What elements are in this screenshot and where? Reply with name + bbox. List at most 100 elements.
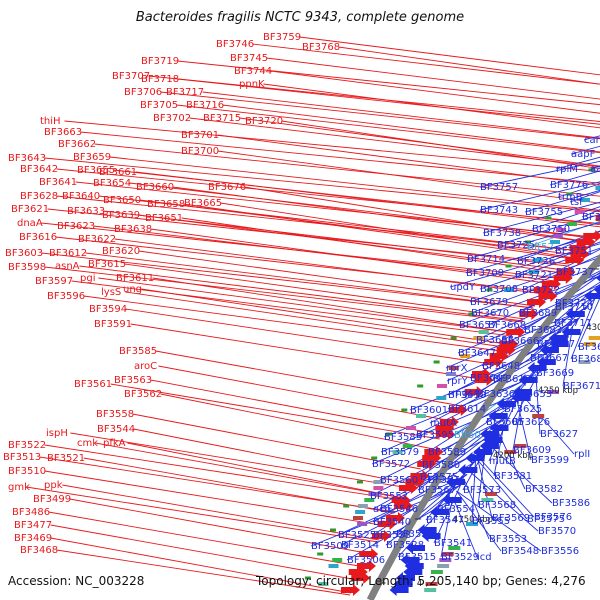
leader-line <box>177 60 600 106</box>
gene-label: BF3568 <box>478 500 516 511</box>
gene-label: BF3648 <box>482 361 520 372</box>
leader-line <box>158 365 452 422</box>
gene-label: BF3510 <box>8 466 46 477</box>
gene-label: BF3626 <box>512 417 550 428</box>
forward-gene-arrow <box>398 482 418 494</box>
gc-marker <box>330 528 336 532</box>
gene-label: BF3769 <box>582 212 600 223</box>
leader-line <box>48 511 365 568</box>
gene-label: BF3709 <box>466 268 504 279</box>
gene-label: mutA <box>430 418 457 429</box>
gene-label: BF3724 <box>555 298 593 309</box>
leader-line <box>138 250 536 307</box>
leader-line <box>62 484 380 541</box>
gene-label: cmk <box>77 438 98 449</box>
gene-label: BF3625 <box>504 404 542 415</box>
gene-label: BF3639 <box>102 210 140 221</box>
gene-feature-tracks <box>304 168 600 596</box>
leader-line <box>476 457 493 519</box>
gene-label: BF3745 <box>230 53 268 64</box>
cog-band <box>425 582 438 586</box>
gene-label: BF3576 <box>534 512 572 523</box>
gene-label: BF3612 <box>49 248 87 259</box>
leader-line <box>466 221 600 260</box>
leader-line <box>468 470 539 532</box>
leader-line <box>155 350 462 407</box>
cog-band <box>402 444 413 448</box>
gene-label: BF3618 <box>493 374 531 385</box>
gene-label: BF3670 <box>471 308 509 319</box>
leader-line <box>44 444 403 501</box>
leader-line <box>281 120 600 170</box>
leader-line <box>141 288 506 345</box>
leader-line <box>465 233 600 274</box>
leader-line <box>263 83 600 129</box>
leader-line <box>44 157 600 213</box>
gene-label: BF3700 <box>181 146 219 157</box>
cog-band <box>318 582 329 586</box>
gene-label: BF3679 <box>470 297 508 308</box>
cog-band <box>357 522 368 526</box>
reverse-gene-arrow <box>421 530 441 542</box>
gene-label: BF3721 <box>515 270 553 281</box>
gene-label: BF3707 <box>112 71 150 82</box>
leader-line <box>252 43 600 85</box>
gene-label: BF3572 <box>372 459 410 470</box>
gc-marker <box>525 240 532 244</box>
gene-label: mgsA <box>452 388 480 399</box>
gene-label: BF3776 <box>550 180 588 191</box>
leader-line <box>310 485 460 547</box>
gene-label: BF3616 <box>19 232 57 243</box>
leader-line <box>93 225 556 282</box>
gene-label: BF3555 <box>472 516 510 527</box>
gc-marker <box>401 408 408 412</box>
gene-label: BF3722 <box>522 285 560 296</box>
cog-band <box>583 342 596 346</box>
gc-marker <box>433 360 440 364</box>
gene-label: BF3596 <box>47 291 85 302</box>
gene-label: BF3563 <box>114 375 152 386</box>
gene-label: BF3506 <box>347 555 385 566</box>
scale-tick-label: 4300 kbp <box>586 323 600 333</box>
gc-marker <box>343 504 350 508</box>
gene-label: BF3650 <box>103 195 141 206</box>
gene-label: aapH <box>590 164 600 175</box>
gene-label: ppk <box>44 480 63 491</box>
gene-label: BF3585 <box>119 346 157 357</box>
forward-gene-arrow <box>553 272 573 284</box>
gene-label: BF3702 <box>153 113 191 124</box>
leader-line <box>44 266 523 323</box>
gene-label: BF3682 <box>524 325 562 336</box>
gene-label: BF3628 <box>20 191 58 202</box>
forward-gene-arrow <box>448 404 468 416</box>
gene-label: BF3665 <box>184 198 222 209</box>
gene-label: BF3755 <box>525 207 563 218</box>
gene-label: BF3633 <box>67 206 105 217</box>
forward-gene-arrow <box>538 290 558 302</box>
gene-label: rplM <box>556 164 578 175</box>
gene-label: BF3575 <box>420 472 458 483</box>
leader-line <box>557 183 600 198</box>
gene-label: BF3668 <box>488 320 526 331</box>
cog-band <box>437 564 450 568</box>
leader-line <box>217 150 600 204</box>
leader-line <box>457 292 600 354</box>
leader-line <box>562 325 574 387</box>
leader-line <box>177 78 600 125</box>
cog-band <box>532 414 545 418</box>
gene-label: BF3636 <box>477 389 515 400</box>
gene-label: BF3468 <box>20 545 58 556</box>
gene-label: BF3595 <box>416 430 454 441</box>
leader-line <box>109 156 600 211</box>
gene-label: BF3547 <box>426 515 464 526</box>
cog-band <box>588 336 600 340</box>
leader-line <box>26 486 379 543</box>
gene-label: ppnK <box>239 79 265 90</box>
leader-line <box>451 332 568 394</box>
forward-gene-arrow <box>527 296 547 308</box>
leader-line <box>135 171 600 228</box>
reverse-gene-arrow <box>584 290 600 302</box>
leader-line <box>50 537 352 594</box>
gene-label: BF3638 <box>114 224 152 235</box>
